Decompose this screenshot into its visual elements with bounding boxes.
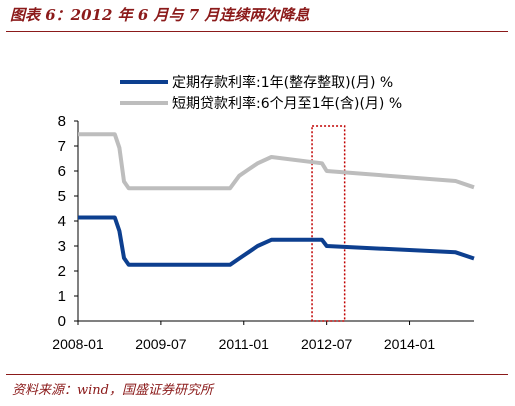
- y-tick-label: 6: [58, 163, 66, 180]
- source-divider: [6, 374, 508, 375]
- axes: 0 1 2 3 4 5 6 7 8 2008-01 2009-07 2011-01 2012-07 201…: [52, 113, 474, 352]
- title-divider: [6, 31, 508, 32]
- series-line-2: [78, 132, 475, 191]
- x-tick-label: 2008-01: [52, 336, 104, 352]
- y-tick-label: 2: [58, 263, 66, 280]
- legend-label-1: 定期存款利率:1年(整存整取)(月) %: [172, 74, 393, 91]
- y-tick-label: 7: [58, 138, 66, 155]
- y-tick-label: 4: [58, 213, 66, 230]
- y-tick-label: 1: [58, 288, 66, 305]
- series-line-1: [78, 215, 475, 267]
- chart-title: 图表 6：2012 年 6 月与 7 月连续两次降息: [10, 6, 310, 24]
- highlight-box: [311, 125, 346, 322]
- x-tick-label: 2012-07: [301, 336, 353, 352]
- y-tick-label: 8: [58, 113, 66, 130]
- line-chart: 0 1 2 3 4 5 6 7 8 2008-01 2009-07 2011-01 2012-07 201…: [52, 74, 475, 352]
- source-note: 资料来源：wind，国盛证券研究所: [12, 383, 213, 398]
- x-tick-label: 2014-01: [384, 336, 436, 352]
- x-tick-label: 2009-07: [135, 336, 187, 352]
- y-tick-label: 0: [58, 313, 66, 330]
- series-layer: [78, 132, 475, 267]
- y-tick-label: 3: [58, 238, 66, 255]
- legend-label-2: 短期贷款利率:6个月至1年(含)(月) %: [172, 95, 402, 112]
- y-tick-label: 5: [58, 188, 66, 205]
- x-tick-label: 2011-01: [219, 336, 270, 352]
- legend: 定期存款利率:1年(整存整取)(月) % 短期贷款利率:6个月至1年(含)(月) …: [120, 74, 402, 112]
- highlight-layer: [311, 125, 346, 322]
